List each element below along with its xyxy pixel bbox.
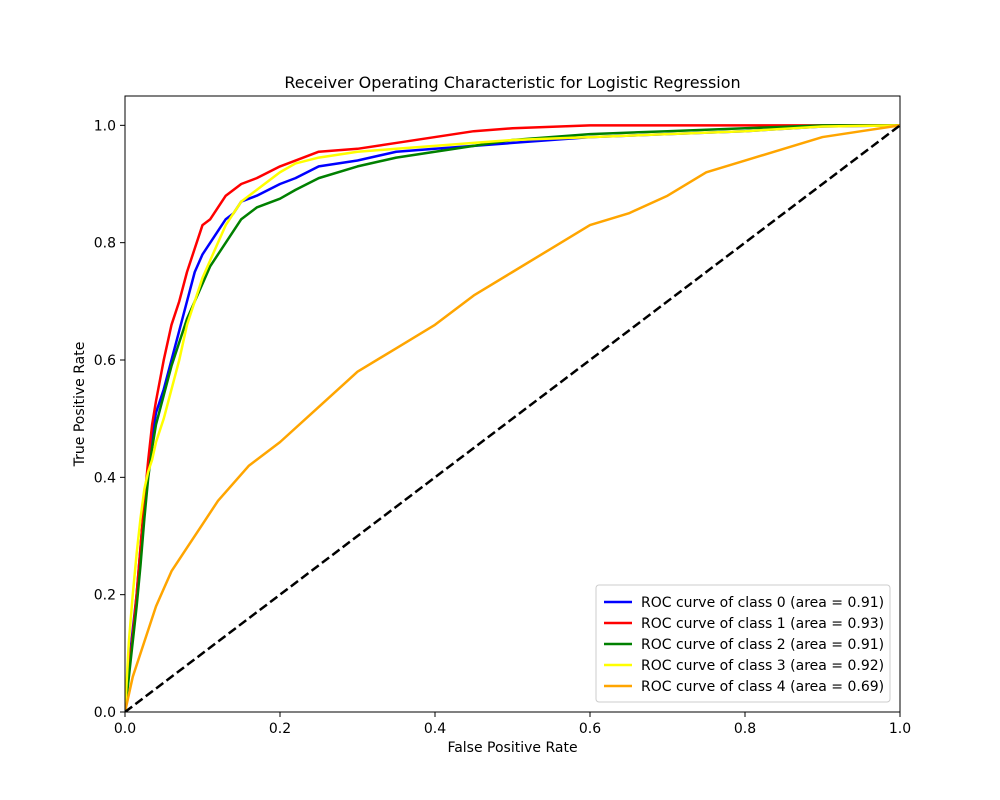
- x-tick-label: 0.0: [114, 721, 136, 737]
- legend-entry-label: ROC curve of class 1 (area = 0.93): [641, 616, 884, 632]
- legend-entry-label: ROC curve of class 3 (area = 0.92): [641, 658, 884, 674]
- legend-entry-label: ROC curve of class 2 (area = 0.91): [641, 637, 884, 653]
- x-tick-label: 0.8: [734, 721, 756, 737]
- y-tick-label: 0.0: [94, 705, 116, 721]
- legend-box: [595, 584, 891, 703]
- y-tick-label: 0.4: [94, 470, 116, 486]
- y-tick-label: 0.6: [94, 353, 116, 369]
- x-tick-label: 0.2: [269, 721, 291, 737]
- y-tick-label: 1.0: [94, 118, 116, 134]
- roc-curve-class-3: [125, 124, 900, 712]
- chart-title: Receiver Operating Characteristic for Lo…: [284, 73, 740, 92]
- plot-frame: [124, 95, 901, 713]
- y-axis-label: True Positive Rate: [72, 342, 88, 468]
- ticks-layer: 0.0 0.2 0.4 0.6 0.8 1.0 0.0 0.2 0.4 0.6 0.8 1.0: [94, 118, 911, 737]
- legend-entry-label: ROC curve of class 4 (area = 0.69): [641, 679, 884, 695]
- roc-curve-class-2: [125, 124, 900, 712]
- series-layer: [125, 124, 900, 712]
- x-tick-label: 0.4: [424, 721, 446, 737]
- x-tick-label: 1.0: [889, 721, 911, 737]
- diagonal-reference-line: [125, 124, 900, 712]
- y-tick-label: 0.2: [94, 588, 116, 604]
- legend-entry-label: ROC curve of class 0 (area = 0.91): [641, 595, 884, 611]
- roc-curve-class-4: [125, 124, 900, 712]
- x-tick-label: 0.6: [579, 721, 601, 737]
- y-tick-label: 0.8: [94, 236, 116, 252]
- x-axis-label: False Positive Rate: [447, 740, 577, 756]
- legend: ROC curve of class 0 (area = 0.91) ROC cu…: [595, 584, 891, 703]
